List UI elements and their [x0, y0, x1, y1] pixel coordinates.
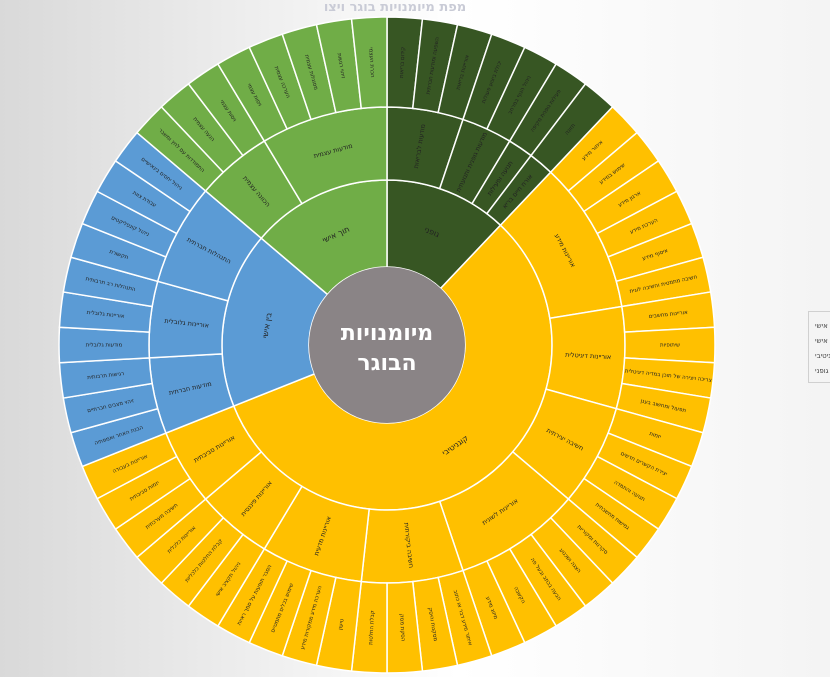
skill-label: זיהוי רגשות — [336, 53, 346, 79]
legend-label: תוך אישי — [815, 321, 830, 330]
skill-label: אוריינות מחשבים — [649, 310, 689, 320]
skill-slice — [350, 16, 388, 110]
skill-label: מסקנות והיסק — [427, 607, 438, 642]
skill-label: רגישות תרבותית — [87, 371, 125, 381]
skill-label: קבלת החלטות — [367, 610, 376, 645]
center-label-line-2: הבוגר — [357, 351, 416, 376]
legend-item: גופני — [815, 363, 830, 378]
legend-item: קוגניטיבי — [815, 348, 830, 363]
skill-label: אוריינות גלובלית — [86, 309, 125, 320]
legend: תוך אישי בין אישי קוגניטיבי גופני — [808, 311, 830, 383]
legend-label: קוגניטיבי — [815, 351, 830, 360]
center-circle — [309, 267, 465, 423]
subcategory-label: אוריינות דיגיטלית — [565, 351, 612, 361]
legend-label: בין אישי — [815, 336, 830, 345]
legend-label: גופני — [815, 366, 829, 375]
skill-label: שיתופיות — [660, 343, 680, 349]
legend-item: תוך אישי — [815, 318, 830, 333]
center-label-line-1: מיומנויות — [341, 321, 433, 346]
skill-label: הסקת מסק — [398, 614, 406, 642]
skill-label: הכרת העצמי — [367, 47, 375, 78]
skill-label: יזמות — [648, 431, 661, 441]
skill-label: טיעון — [338, 618, 346, 630]
legend-item: בין אישי — [815, 333, 830, 348]
chart-title: מפת מיומנויות בוגר ויצו — [323, 0, 467, 15]
category-label: בין אישי — [261, 312, 274, 339]
skill-label: קידום בריאות — [399, 47, 407, 79]
skill-label: מודעות גלובלית — [86, 342, 123, 349]
